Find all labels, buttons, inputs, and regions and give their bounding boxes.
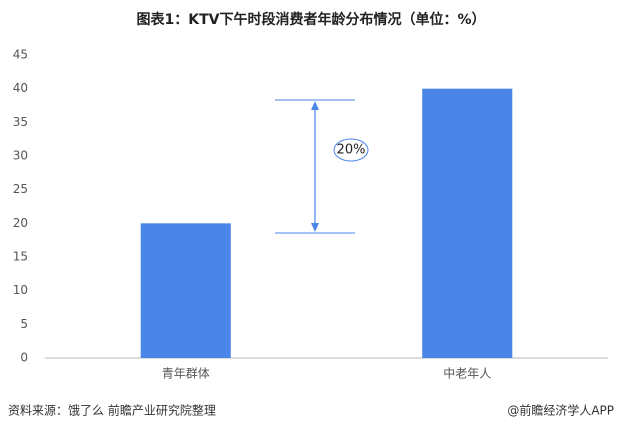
bar [422, 88, 513, 359]
y-tick-label: 15 [13, 250, 28, 264]
y-tick-label: 30 [13, 149, 28, 163]
y-tick-label: 40 [13, 81, 28, 95]
y-tick-label: 0 [20, 351, 28, 365]
y-tick-label: 20 [13, 216, 28, 230]
annotation-bubble [333, 138, 369, 162]
x-tick-label: 青年群体 [162, 367, 210, 381]
y-tick-label: 25 [13, 182, 28, 196]
bar [140, 223, 231, 358]
y-tick-label: 45 [13, 48, 28, 62]
x-tick-label: 中老年人 [443, 366, 491, 381]
y-tick-label: 35 [13, 115, 28, 129]
annotation-label: 20% [337, 143, 366, 158]
y-tick-label: 5 [20, 317, 28, 331]
source-note: 资料来源：饿了么 前瞻产业研究院整理 [8, 403, 216, 418]
chart-title: 图表1：KTV下午时段消费者年龄分布情况（单位：%） [136, 11, 485, 28]
y-tick-label: 10 [13, 283, 28, 297]
watermark-label: @前瞻经济学人APP [507, 403, 614, 418]
